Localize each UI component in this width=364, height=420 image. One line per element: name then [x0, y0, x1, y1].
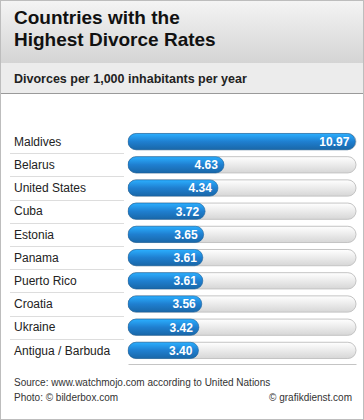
track [128, 180, 356, 196]
track [128, 249, 356, 265]
category-label: Cuba [14, 204, 43, 218]
data-label: 3.40 [169, 344, 193, 358]
header-band [1, 1, 363, 63]
bar [128, 342, 198, 358]
data-label: 10.97 [319, 135, 349, 149]
separator [1, 93, 363, 94]
bar [128, 226, 204, 242]
track [128, 133, 356, 149]
category-labels: Maldives Belarus United States Cuba Estonia P… [14, 135, 110, 358]
data-label: 4.34 [189, 181, 213, 195]
subtitle: Divorces per 1,000 inhabitants per year [14, 72, 247, 86]
data-label: 3.61 [173, 251, 197, 265]
subtitle-band [1, 63, 363, 93]
axis-line [129, 364, 357, 365]
data-label: 3.42 [170, 321, 194, 335]
row-separators [10, 154, 124, 340]
track [128, 319, 356, 335]
category-label: Estonia [14, 228, 54, 242]
track [128, 157, 356, 173]
x-axis [129, 364, 357, 365]
track [128, 296, 356, 312]
bar [128, 296, 202, 312]
track [128, 273, 356, 289]
bar [128, 133, 355, 149]
category-label: Ukraine [14, 320, 56, 334]
annotation: © grafikdienst.com [269, 392, 352, 403]
background [1, 1, 364, 420]
chart: Countries with theHighest Divorce Rates D… [0, 0, 364, 420]
data-label: 3.56 [172, 297, 196, 311]
track [128, 203, 356, 219]
title: Countries with theHighest Divorce Rates [14, 7, 216, 50]
track [128, 342, 356, 358]
annotations: Source: www.watchmojo.com according to U… [14, 377, 352, 403]
row-separator [10, 316, 124, 317]
category-label: Panama [14, 251, 59, 265]
annotation: Photo: © bilderbox.com [14, 392, 118, 403]
data-label: 3.65 [174, 228, 198, 242]
category-label: Maldives [14, 135, 61, 149]
bar [128, 157, 224, 173]
row-separator [10, 223, 124, 224]
category-label: Belarus [14, 158, 55, 172]
bar [128, 273, 203, 289]
row-separator [10, 176, 124, 177]
row-separator [10, 246, 124, 247]
category-label: Puerto Rico [14, 274, 77, 288]
bar [128, 203, 205, 219]
category-label: Croatia [14, 297, 53, 311]
row-separator [10, 269, 124, 270]
data-labels: 10.97 4.63 4.34 3.72 3.65 3.61 3.61 3.56 3.42 3.4… [169, 135, 350, 358]
annotation: Source: www.watchmojo.com according to U… [14, 377, 270, 388]
track [128, 226, 356, 242]
bar [128, 249, 203, 265]
data-label: 4.63 [195, 158, 219, 172]
row-separator [10, 292, 124, 293]
tracks [128, 133, 356, 358]
row-separator [10, 153, 124, 154]
data-label: 3.61 [173, 274, 197, 288]
category-label: Antigua / Barbuda [14, 344, 110, 358]
bar [128, 180, 218, 196]
row-separator [10, 339, 124, 340]
bars [128, 133, 355, 358]
bar [128, 319, 199, 335]
category-label: United States [14, 181, 86, 195]
data-label: 3.72 [176, 205, 200, 219]
row-separator [10, 200, 124, 201]
